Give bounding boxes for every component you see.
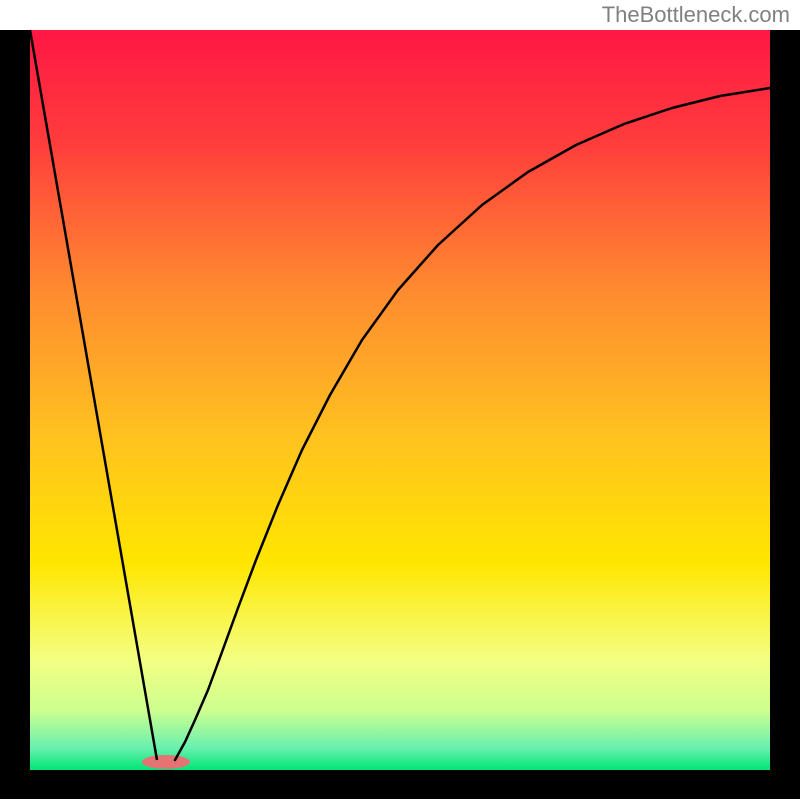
chart-svg — [0, 0, 800, 800]
bottleneck-chart: TheBottleneck.com — [0, 0, 800, 800]
watermark-text: TheBottleneck.com — [602, 2, 790, 28]
plot-area — [30, 30, 770, 770]
trough-marker — [142, 755, 190, 769]
